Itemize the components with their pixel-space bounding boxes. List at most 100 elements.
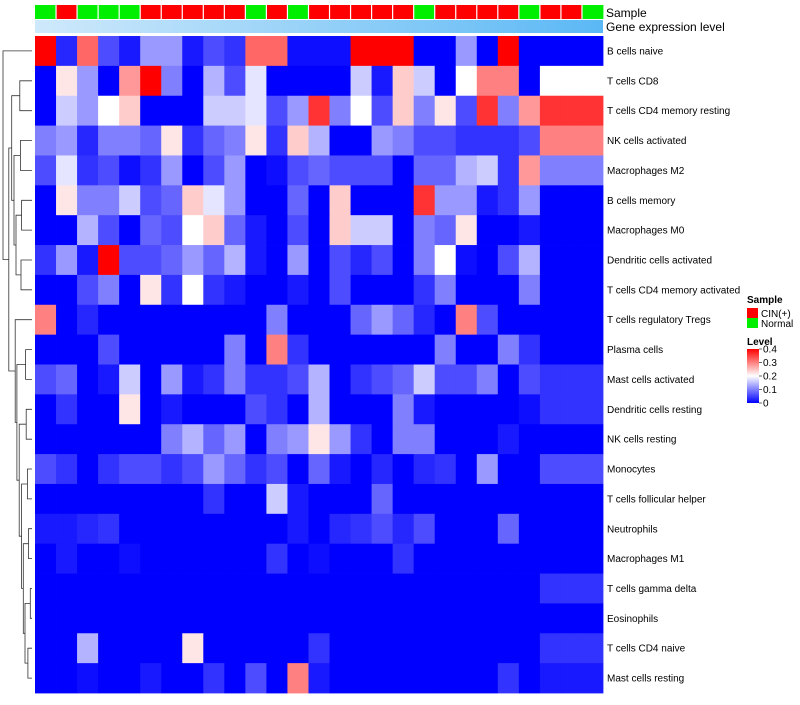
heatmap-cell xyxy=(329,364,351,395)
heatmap-cell xyxy=(518,334,541,365)
dendrogram-branch xyxy=(16,364,26,481)
heatmap-cell xyxy=(560,364,583,395)
heatmap-cell xyxy=(455,394,478,425)
sample-annotation-cell xyxy=(203,5,225,19)
heatmap-cell xyxy=(539,245,562,276)
heatmap-cell xyxy=(455,125,478,156)
row-label: B cells memory xyxy=(607,196,675,207)
heatmap-cell xyxy=(350,274,372,306)
heatmap-cell xyxy=(350,454,372,485)
heatmap-cell xyxy=(224,65,246,97)
legend-tick-label: 0.1 xyxy=(763,385,777,396)
heatmap-cell xyxy=(476,633,499,664)
heatmap-cell xyxy=(329,394,351,425)
heatmap-cell xyxy=(371,483,394,515)
dendrogram-branch xyxy=(25,349,32,380)
heatmap-cell xyxy=(371,185,394,216)
heatmap-cell xyxy=(161,633,183,664)
heatmap-cell xyxy=(161,543,183,574)
heatmap-cell xyxy=(287,274,309,306)
heatmap-cell xyxy=(224,125,246,156)
heatmap-cell xyxy=(497,483,520,515)
heatmap-cell xyxy=(56,483,78,515)
heatmap-cell xyxy=(266,513,288,545)
heatmap-cell xyxy=(497,215,520,246)
heatmap-cell xyxy=(581,95,604,126)
heatmap-cell xyxy=(161,573,183,604)
dendrogram-branch xyxy=(21,483,28,589)
heatmap-cell xyxy=(119,245,141,276)
heatmap-cell xyxy=(497,125,520,156)
heatmap-cell xyxy=(98,483,120,515)
heatmap-cell xyxy=(182,513,204,545)
heatmap-cell xyxy=(308,364,330,395)
heatmap-cell xyxy=(182,603,204,634)
heatmap-cell xyxy=(308,185,330,216)
heatmap-cell xyxy=(56,95,78,126)
heatmap-cell xyxy=(560,95,583,126)
heatmap-cell xyxy=(182,304,204,336)
heatmap-cell xyxy=(287,36,309,67)
heatmap-cell xyxy=(581,65,604,97)
heatmap-cell xyxy=(224,36,246,67)
heatmap-cell xyxy=(140,394,162,425)
heatmap-cell xyxy=(308,483,330,515)
heatmap-cell xyxy=(434,125,457,156)
heatmap-cell xyxy=(98,513,120,545)
legend-tick-label: 0.4 xyxy=(763,345,777,356)
heatmap-cell xyxy=(350,36,372,67)
heatmap-cell xyxy=(56,573,78,604)
heatmap-cell xyxy=(581,513,604,545)
heatmap-cell xyxy=(329,304,351,336)
heatmap-cell xyxy=(413,245,436,276)
heatmap-cell xyxy=(119,513,141,545)
dendrogram-branch xyxy=(18,423,27,537)
sample-annotation-cell xyxy=(392,5,415,19)
heatmap-cell xyxy=(98,125,120,156)
row-label: T cells gamma delta xyxy=(607,584,697,595)
heatmap-cell xyxy=(308,543,330,574)
heatmap-cell xyxy=(245,245,267,276)
heatmap-cell xyxy=(560,483,583,515)
heatmap-cell xyxy=(476,364,499,395)
heatmap-cell xyxy=(245,483,267,515)
heatmap-cell xyxy=(350,185,372,216)
dendrogram-branch xyxy=(29,588,32,619)
heatmap-cell xyxy=(182,424,204,455)
heatmap-cell xyxy=(161,454,183,485)
heatmap-cell xyxy=(350,245,372,276)
heatmap-cell xyxy=(392,364,415,395)
heatmap-cell xyxy=(308,36,330,67)
heatmap-cell xyxy=(371,543,394,574)
heatmap-cell xyxy=(35,155,57,186)
heatmap-cell xyxy=(245,394,267,425)
sample-annotation-cell xyxy=(329,5,351,19)
heatmap-cell xyxy=(266,394,288,425)
heatmap-cell xyxy=(581,245,604,276)
heatmap-cell xyxy=(392,543,415,574)
heatmap-cell xyxy=(56,36,78,67)
heatmap-cell xyxy=(182,454,204,485)
heatmap-cell xyxy=(77,245,99,276)
heatmap-cell xyxy=(455,573,478,604)
row-label: T cells regulatory Tregs xyxy=(607,315,711,326)
heatmap-cell xyxy=(203,125,225,156)
heatmap-cell xyxy=(350,633,372,664)
heatmap-cell xyxy=(413,65,436,97)
heatmap-cell xyxy=(203,95,225,126)
heatmap-cell xyxy=(518,36,541,67)
heatmap-cell xyxy=(539,125,562,156)
heatmap-cell xyxy=(413,364,436,395)
sample-annotation-cell xyxy=(35,5,57,19)
heatmap-cell xyxy=(413,155,436,186)
heatmap-cell xyxy=(560,573,583,604)
heatmap-cell xyxy=(560,633,583,664)
heatmap-cell xyxy=(98,36,120,67)
heatmap-cell xyxy=(434,185,457,216)
heatmap-cell xyxy=(182,36,204,67)
heatmap-cell xyxy=(518,215,541,246)
heatmap-cell xyxy=(560,215,583,246)
heatmap-cell xyxy=(35,424,57,455)
heatmap-cell xyxy=(518,633,541,664)
heatmap-cell xyxy=(161,663,183,694)
